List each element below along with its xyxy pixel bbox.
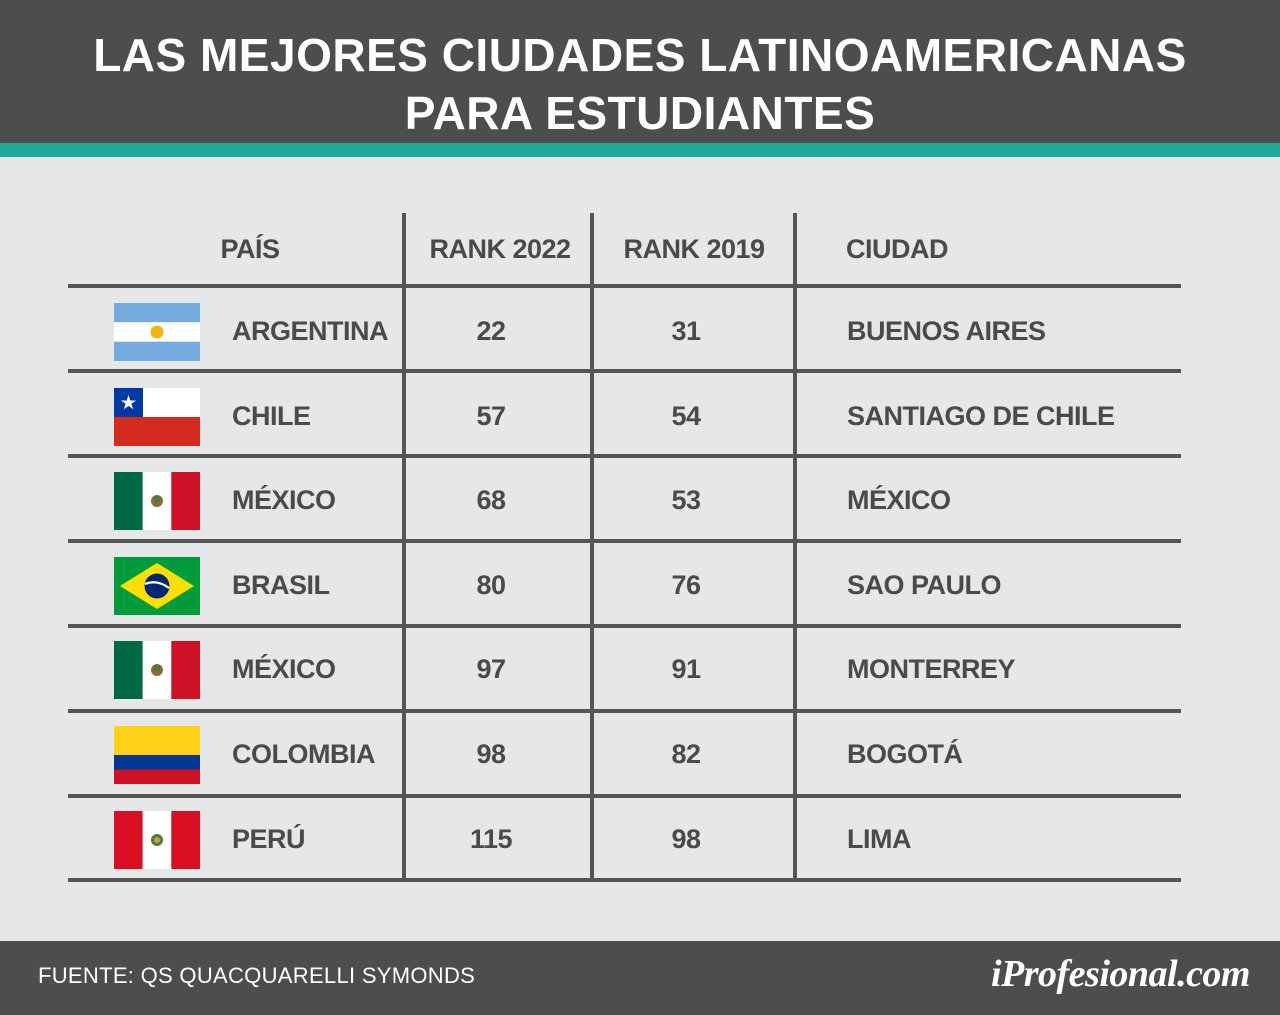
column-divider bbox=[590, 213, 594, 880]
city-name: SANTIAGO DE CHILE bbox=[847, 400, 1115, 431]
rank-2022-value: 80 bbox=[476, 569, 506, 600]
rank-2019-value: 54 bbox=[671, 400, 701, 431]
chile-flag-icon bbox=[114, 387, 200, 446]
city-name: MÉXICO bbox=[847, 485, 951, 516]
country-name: BRASIL bbox=[232, 569, 330, 600]
column-divider bbox=[793, 213, 797, 880]
rank-2022-value: 22 bbox=[476, 316, 506, 346]
accent-bar bbox=[0, 143, 1280, 157]
header-banner: LAS MEJORES CIUDADES LATINOAMERICANAS PA… bbox=[0, 0, 1280, 143]
page-title-line-1: LAS MEJORES CIUDADES LATINOAMERICANAS bbox=[93, 29, 1187, 81]
city-name: MONTERREY bbox=[847, 654, 1016, 685]
argentina-flag-icon bbox=[114, 303, 200, 361]
row-divider bbox=[68, 284, 1181, 288]
country-name: PERÚ bbox=[232, 823, 306, 854]
rank-2019-value: 98 bbox=[671, 823, 701, 854]
rank-2019-value: 82 bbox=[671, 739, 701, 769]
country-name: ARGENTINA bbox=[232, 316, 389, 346]
source-text: FUENTE: QS QUACQUARELLI SYMONDS bbox=[38, 963, 476, 988]
row-divider bbox=[68, 794, 1181, 798]
row-divider bbox=[68, 878, 1181, 882]
peru-flag-icon bbox=[114, 810, 200, 869]
column-header: PAÍS bbox=[220, 234, 280, 264]
rank-2022-value: 98 bbox=[476, 739, 506, 769]
rank-2022-value: 57 bbox=[476, 400, 506, 431]
row-divider bbox=[68, 539, 1181, 543]
country-name: MÉXICO bbox=[232, 485, 336, 516]
country-name: COLOMBIA bbox=[232, 739, 375, 769]
mexico-flag-icon bbox=[114, 472, 200, 531]
city-name: LIMA bbox=[847, 823, 911, 854]
row-divider bbox=[68, 624, 1181, 628]
rank-2019-value: 31 bbox=[671, 316, 701, 346]
rank-2022-value: 68 bbox=[476, 485, 506, 516]
page-title-line-2: PARA ESTUDIANTES bbox=[404, 87, 876, 139]
brazil-flag-icon bbox=[114, 556, 200, 615]
rank-2019-value: 91 bbox=[671, 654, 701, 685]
column-header: CIUDAD bbox=[846, 234, 949, 264]
column-header: RANK 2022 bbox=[429, 234, 571, 264]
colombia-flag-icon bbox=[114, 726, 200, 784]
mexico-flag-icon bbox=[114, 641, 200, 700]
country-name: CHILE bbox=[232, 400, 311, 431]
rank-2022-value: 115 bbox=[469, 823, 513, 854]
city-name: BOGOTÁ bbox=[847, 739, 963, 769]
rank-2022-value: 97 bbox=[476, 654, 506, 685]
rank-2019-value: 53 bbox=[671, 485, 701, 516]
row-divider bbox=[68, 709, 1181, 713]
column-header: RANK 2019 bbox=[623, 234, 765, 264]
rank-2019-value: 76 bbox=[671, 569, 701, 600]
brand-logo: iProfesional.com bbox=[990, 953, 1251, 995]
city-name: SAO PAULO bbox=[847, 569, 1002, 600]
city-name: BUENOS AIRES bbox=[847, 316, 1046, 346]
column-divider bbox=[402, 213, 406, 880]
footer-bar bbox=[0, 941, 1280, 1015]
row-divider bbox=[68, 454, 1181, 458]
country-name: MÉXICO bbox=[232, 654, 336, 685]
row-divider bbox=[68, 369, 1181, 373]
